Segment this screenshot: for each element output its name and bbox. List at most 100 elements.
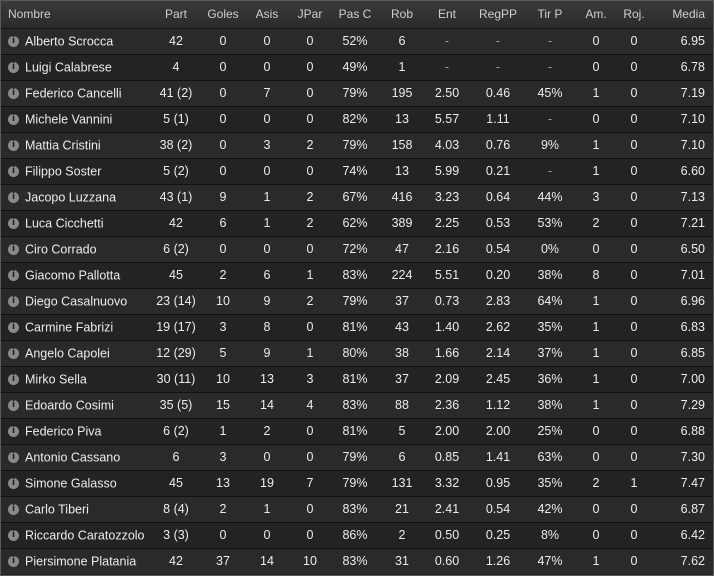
column-header-ent[interactable]: Ent	[425, 1, 469, 29]
player-name-cell[interactable]: i Mirko Sella	[1, 366, 151, 392]
player-name-cell[interactable]: i Ciro Corrado	[1, 236, 151, 262]
player-name-cell[interactable]: i Jacopo Luzzana	[1, 184, 151, 210]
info-icon[interactable]: i	[8, 191, 19, 203]
player-name[interactable]: Antonio Cassano	[25, 450, 121, 465]
player-name-cell[interactable]: i Riccardo Caratozzolo	[1, 522, 151, 548]
table-row[interactable]: i Giacomo Pallotta 45 2 6 1 83% 224 5.51 0.20 38% 8…	[1, 262, 713, 288]
player-name[interactable]: Carmine Fabrizi	[25, 320, 114, 335]
player-name-cell[interactable]: i Piersimone Platania	[1, 548, 151, 574]
player-name-cell[interactable]: i Michele Vannini	[1, 106, 151, 132]
player-name-cell[interactable]: i Mattia Cristini	[1, 132, 151, 158]
player-name-cell[interactable]: i Luigi Calabrese	[1, 54, 151, 80]
info-icon[interactable]: i	[8, 217, 19, 229]
info-icon[interactable]: i	[8, 373, 19, 385]
table-row[interactable]: i Federico Piva 6 (2) 1 2 0 81% 5 2.00 2.00 25% 0 0 6…	[1, 418, 713, 444]
stat-cell: 79%	[342, 476, 368, 490]
table-row[interactable]: i Jacopo Luzzana 43 (1) 9 1 2 67% 416 3.23 0.64 44…	[1, 184, 713, 210]
info-icon[interactable]: i	[8, 139, 19, 151]
player-name[interactable]: Piersimone Platania	[25, 554, 137, 569]
table-row[interactable]: i Angelo Capolei 12 (29) 5 9 1 80% 38 1.66 2.14 37…	[1, 340, 713, 366]
player-name[interactable]: Luigi Calabrese	[25, 60, 112, 75]
column-header-pas-c[interactable]: Pas C	[331, 1, 379, 29]
player-name[interactable]: Angelo Capolei	[25, 346, 110, 361]
column-header-tir-p[interactable]: Tir P	[527, 1, 573, 29]
stat-cell: 8	[592, 268, 600, 282]
player-name-cell[interactable]: i Federico Piva	[1, 418, 151, 444]
table-row[interactable]: i Luigi Calabrese 4 0 0 0 49% 1 - - - 0 0 6.78	[1, 54, 713, 80]
table-row[interactable]: i Alberto Scrocca 42 0 0 0 52% 6 - - - 0 0 6.95	[1, 28, 713, 54]
player-name-cell[interactable]: i Filippo Soster	[1, 158, 151, 184]
player-name[interactable]: Mattia Cristini	[25, 138, 101, 153]
player-name[interactable]: Federico Piva	[25, 424, 102, 439]
column-header-regpp[interactable]: RegPP	[469, 1, 527, 29]
table-row[interactable]: i Piersimone Platania 42 37 14 10 83% 31 0.60 1.2…	[1, 548, 713, 574]
player-name[interactable]: Carlo Tiberi	[25, 502, 89, 517]
player-name-cell[interactable]: i Giacomo Pallotta	[1, 262, 151, 288]
table-row[interactable]: i Edoardo Cosimi 35 (5) 15 14 4 83% 88 2.36 1.12 3…	[1, 392, 713, 418]
player-name[interactable]: Riccardo Caratozzolo	[25, 528, 145, 543]
info-icon[interactable]: i	[8, 321, 19, 333]
table-row[interactable]: i Ciro Corrado 6 (2) 0 0 0 72% 47 2.16 0.54 0% 0 0 6.…	[1, 236, 713, 262]
table-row[interactable]: i Federico Cancelli 41 (2) 0 7 0 79% 195 2.50 0.4…	[1, 80, 713, 106]
table-row[interactable]: i Riccardo Caratozzolo 3 (3) 0 0 0 86% 2 0.50 0.2…	[1, 522, 713, 548]
info-icon[interactable]: i	[8, 529, 19, 541]
player-name-cell[interactable]: i Carmine Fabrizi	[1, 314, 151, 340]
player-name-cell[interactable]: i Simone Galasso	[1, 470, 151, 496]
player-name-cell[interactable]: i Angelo Capolei	[1, 340, 151, 366]
player-name[interactable]: Ciro Corrado	[25, 242, 97, 257]
info-icon[interactable]: i	[8, 503, 19, 515]
column-header-media[interactable]: Media	[649, 1, 713, 29]
column-header-am[interactable]: Am.	[573, 1, 619, 29]
column-header-jpar[interactable]: JPar	[289, 1, 331, 29]
player-name[interactable]: Alberto Scrocca	[25, 34, 114, 49]
info-icon[interactable]: i	[8, 451, 19, 463]
info-icon[interactable]: i	[8, 399, 19, 411]
column-header-goles[interactable]: Goles	[201, 1, 245, 29]
player-name[interactable]: Giacomo Pallotta	[25, 268, 121, 283]
player-name-cell[interactable]: i Antonio Cassano	[1, 444, 151, 470]
info-icon[interactable]: i	[8, 87, 19, 99]
player-name-cell[interactable]: i Federico Cancelli	[1, 80, 151, 106]
info-icon[interactable]: i	[8, 113, 19, 125]
column-header-roj[interactable]: Roj.	[619, 1, 649, 29]
player-name[interactable]: Filippo Soster	[25, 164, 102, 179]
info-icon[interactable]: i	[8, 165, 19, 177]
table-row[interactable]: i Mirko Sella 30 (11) 10 13 3 81% 37 2.09 2.45 36%…	[1, 366, 713, 392]
player-name[interactable]: Michele Vannini	[25, 112, 113, 127]
player-name[interactable]: Jacopo Luzzana	[25, 190, 117, 205]
stat-cell: 45	[169, 268, 183, 282]
info-icon[interactable]: i	[8, 269, 19, 281]
column-header-rob[interactable]: Rob	[379, 1, 425, 29]
player-name[interactable]: Mirko Sella	[25, 372, 87, 387]
info-icon[interactable]: i	[8, 243, 19, 255]
info-icon[interactable]: i	[8, 295, 19, 307]
player-name-cell[interactable]: i Edoardo Cosimi	[1, 392, 151, 418]
info-icon[interactable]: i	[8, 61, 19, 73]
table-row[interactable]: i Michele Vannini 5 (1) 0 0 0 82% 13 5.57 1.11 - 0 0…	[1, 106, 713, 132]
table-row[interactable]: i Luca Cicchetti 42 6 1 2 62% 389 2.25 0.53 53% 2 0 7…	[1, 210, 713, 236]
player-name-cell[interactable]: i Luca Cicchetti	[1, 210, 151, 236]
player-name-cell[interactable]: i Diego Casalnuovo	[1, 288, 151, 314]
player-name[interactable]: Federico Cancelli	[25, 86, 122, 101]
table-row[interactable]: i Filippo Soster 5 (2) 0 0 0 74% 13 5.99 0.21 - 1 0 6…	[1, 158, 713, 184]
player-name[interactable]: Edoardo Cosimi	[25, 398, 114, 413]
info-icon[interactable]: i	[8, 477, 19, 489]
table-row[interactable]: i Diego Casalnuovo 23 (14) 10 9 2 79% 37 0.73 2.8…	[1, 288, 713, 314]
table-row[interactable]: i Mattia Cristini 38 (2) 0 3 2 79% 158 4.03 0.76 9…	[1, 132, 713, 158]
player-name-cell[interactable]: i Carlo Tiberi	[1, 496, 151, 522]
column-header-part[interactable]: Part	[151, 1, 201, 29]
table-row[interactable]: i Carmine Fabrizi 19 (17) 3 8 0 81% 43 1.40 2.62 3…	[1, 314, 713, 340]
player-name[interactable]: Simone Galasso	[25, 476, 117, 491]
table-row[interactable]: i Antonio Cassano 6 3 0 0 79% 6 0.85 1.41 63% 0 0 7.3…	[1, 444, 713, 470]
info-icon[interactable]: i	[8, 35, 19, 47]
info-icon[interactable]: i	[8, 425, 19, 437]
info-icon[interactable]: i	[8, 347, 19, 359]
table-row[interactable]: i Simone Galasso 45 13 19 7 79% 131 3.32 0.95 35% 2…	[1, 470, 713, 496]
column-header-asis[interactable]: Asis	[245, 1, 289, 29]
column-header-nombre[interactable]: Nombre	[1, 1, 151, 29]
player-name[interactable]: Diego Casalnuovo	[25, 294, 128, 309]
player-name-cell[interactable]: i Alberto Scrocca	[1, 28, 151, 54]
player-name[interactable]: Luca Cicchetti	[25, 216, 104, 231]
info-icon[interactable]: i	[8, 556, 19, 568]
table-row[interactable]: i Carlo Tiberi 8 (4) 2 1 0 83% 21 2.41 0.54 42% 0 0 6…	[1, 496, 713, 522]
